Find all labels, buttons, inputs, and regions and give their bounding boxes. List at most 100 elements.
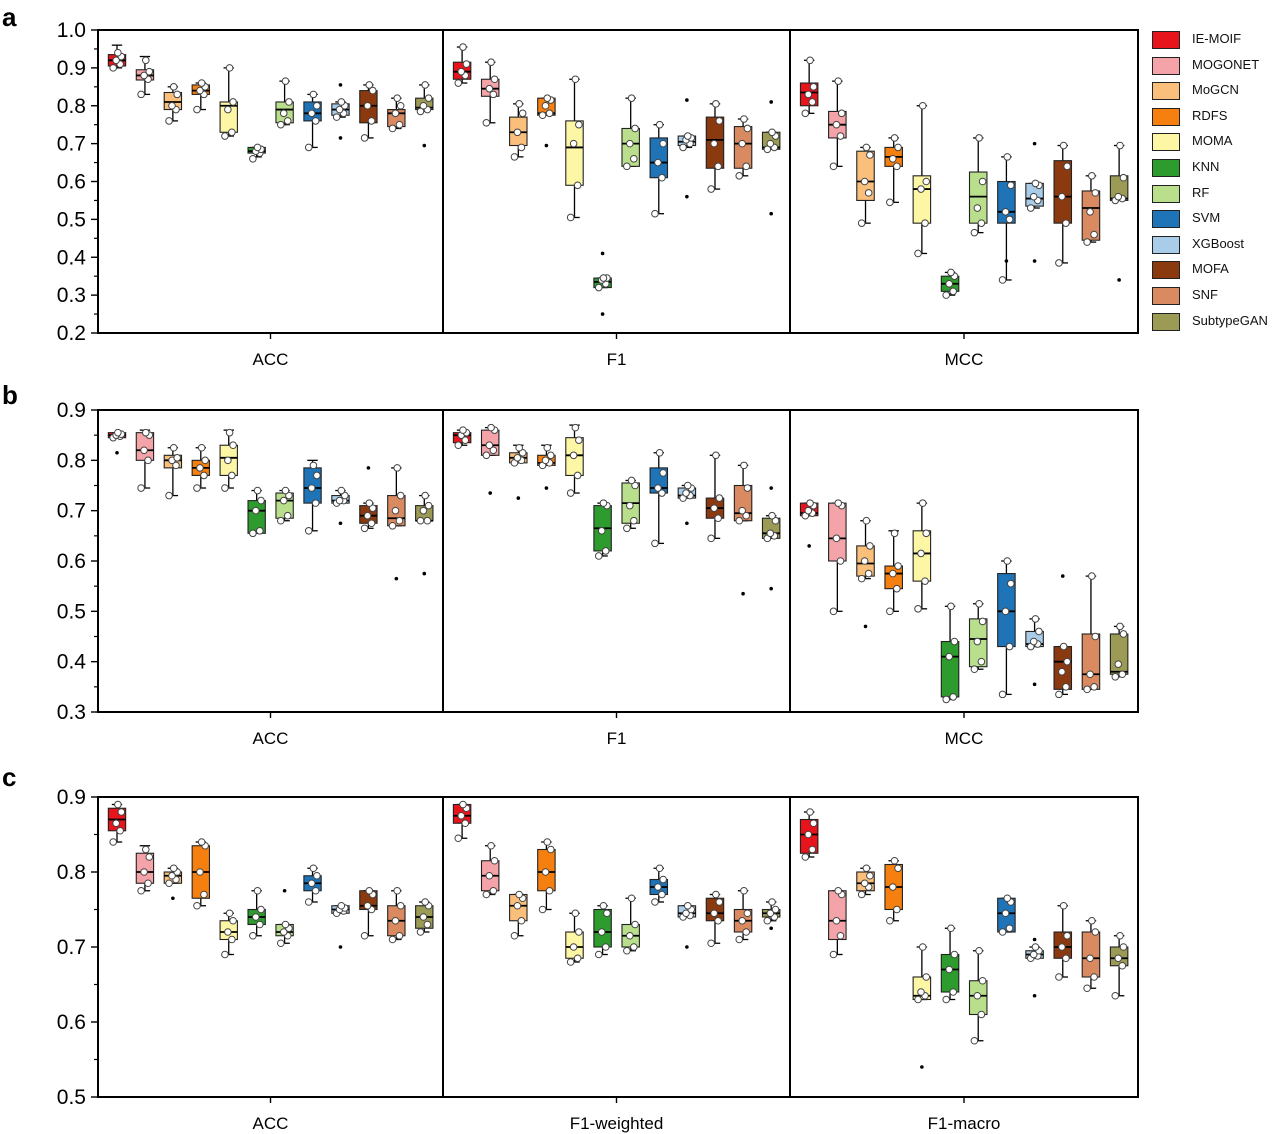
legend-item: KNN <box>1152 156 1277 182</box>
point-b-2-4-2 <box>917 549 925 558</box>
box-c-2-5 <box>940 953 960 993</box>
y-tick-label-c-0: 0.5 <box>57 1086 86 1109</box>
point-b-1-1-0 <box>482 451 491 460</box>
point-c-0-0-3 <box>117 808 126 816</box>
point-b-1-4-0 <box>566 489 575 497</box>
point-b-0-6-2 <box>279 496 288 505</box>
point-c-1-6-3 <box>631 920 639 929</box>
outlier-b-1-3-0 <box>544 486 549 490</box>
point-b-2-10-0 <box>1083 685 1091 694</box>
point-c-0-3-2 <box>196 868 204 876</box>
point-c-2-4-2 <box>917 988 925 996</box>
point-c-1-7-3 <box>659 875 667 884</box>
point-c-1-3-2 <box>541 868 550 876</box>
point-b-2-3-4 <box>890 529 899 538</box>
point-c-0-6-2 <box>279 928 288 936</box>
point-a-2-11-2 <box>1114 192 1123 201</box>
point-a-2-0-3 <box>809 83 818 91</box>
y-tick-label-b-2: 0.5 <box>57 600 86 623</box>
point-c-2-3-3 <box>894 864 902 873</box>
point-a-1-8-4 <box>683 132 692 140</box>
point-b-0-5-1 <box>255 527 264 535</box>
point-b-2-9-0 <box>1055 690 1063 699</box>
point-b-0-9-0 <box>360 524 369 533</box>
point-b-0-9-1 <box>367 519 376 528</box>
legend-item: SubtypeGAN <box>1152 310 1277 336</box>
point-a-2-4-1 <box>921 219 929 227</box>
y-tick-label-c-3: 0.8 <box>57 861 86 884</box>
legend-label: SNF <box>1192 286 1218 302</box>
point-a-2-7-1 <box>1005 215 1014 224</box>
point-a-0-1-0 <box>137 90 145 99</box>
point-b-2-8-2 <box>1029 637 1038 646</box>
y-tick-label-b-5: 0.8 <box>57 449 86 472</box>
point-a-1-4-2 <box>569 139 578 148</box>
point-c-1-6-4 <box>627 894 636 903</box>
point-a-2-0-2 <box>804 90 813 99</box>
point-a-0-6-4 <box>281 77 290 85</box>
point-c-2-8-2 <box>1029 950 1038 959</box>
point-a-0-2-0 <box>165 117 173 125</box>
legend-swatch <box>1152 286 1180 305</box>
point-c-2-11-2 <box>1114 954 1123 963</box>
point-a-2-8-0 <box>1026 204 1035 212</box>
x-group-label-b-1: F1 <box>607 729 627 748</box>
point-a-2-9-0 <box>1055 259 1063 267</box>
y-tick-label-c-4: 0.9 <box>57 786 86 809</box>
box-a-2-2 <box>856 150 875 201</box>
box-a-1-10 <box>733 126 753 169</box>
point-a-2-6-2 <box>973 204 982 212</box>
point-b-2-9-3 <box>1063 657 1071 666</box>
point-c-0-11-0 <box>416 928 425 936</box>
point-c-2-9-3 <box>1063 931 1071 940</box>
point-a-0-1-4 <box>141 56 150 65</box>
point-b-1-11-3 <box>771 516 780 525</box>
point-b-2-0-4 <box>806 499 814 507</box>
point-c-1-9-2 <box>710 909 718 918</box>
point-c-0-5-2 <box>252 913 260 921</box>
point-a-0-10-1 <box>395 120 404 129</box>
point-b-0-11-1 <box>423 516 432 525</box>
outlier-b-1-8-0 <box>685 521 689 526</box>
point-c-0-3-1 <box>200 890 208 899</box>
point-a-0-4-4 <box>225 64 234 72</box>
point-b-2-10-2 <box>1086 670 1094 679</box>
point-b-1-7-2 <box>654 484 662 492</box>
point-a-0-9-1 <box>367 117 376 125</box>
point-a-0-2-3 <box>173 90 181 99</box>
outlier-b-0-9-0 <box>366 466 371 470</box>
legend-item: RF <box>1152 182 1277 208</box>
point-a-2-6-0 <box>970 228 979 237</box>
point-c-0-4-3 <box>229 916 237 925</box>
point-c-2-11-1 <box>1118 961 1127 970</box>
point-c-0-1-4 <box>141 845 150 854</box>
point-a-0-10-0 <box>388 124 397 133</box>
point-b-1-1-2 <box>485 441 494 450</box>
point-a-0-6-0 <box>276 120 285 129</box>
point-c-0-7-0 <box>304 898 313 906</box>
point-a-0-7-0 <box>304 143 313 152</box>
outlier-c-2-8-0 <box>1032 937 1037 942</box>
point-b-1-3-2 <box>541 456 550 465</box>
y-tick-label-a-8: 1.0 <box>57 19 86 42</box>
point-c-2-10-0 <box>1083 984 1091 993</box>
point-b-0-3-0 <box>193 484 201 492</box>
point-b-0-3-4 <box>197 443 206 452</box>
point-c-0-1-2 <box>140 868 148 876</box>
point-c-2-6-0 <box>970 1036 979 1045</box>
x-group-label-a-2: MCC <box>945 350 984 369</box>
y-tick-label-b-4: 0.7 <box>57 500 86 523</box>
point-c-2-9-0 <box>1055 973 1063 981</box>
legend-swatch <box>1152 107 1180 126</box>
point-c-1-4-4 <box>571 909 580 918</box>
point-a-2-5-1 <box>949 287 957 296</box>
point-c-0-2-2 <box>168 871 176 880</box>
point-b-1-6-2 <box>626 501 634 510</box>
point-c-0-6-0 <box>276 939 285 948</box>
point-c-0-10-2 <box>391 916 400 925</box>
point-b-1-2-4 <box>515 443 523 452</box>
outlier-c-1-11-0 <box>769 926 773 931</box>
point-a-0-8-2 <box>335 105 344 114</box>
point-c-2-5-4 <box>947 924 955 933</box>
point-c-2-11-0 <box>1111 991 1120 1000</box>
